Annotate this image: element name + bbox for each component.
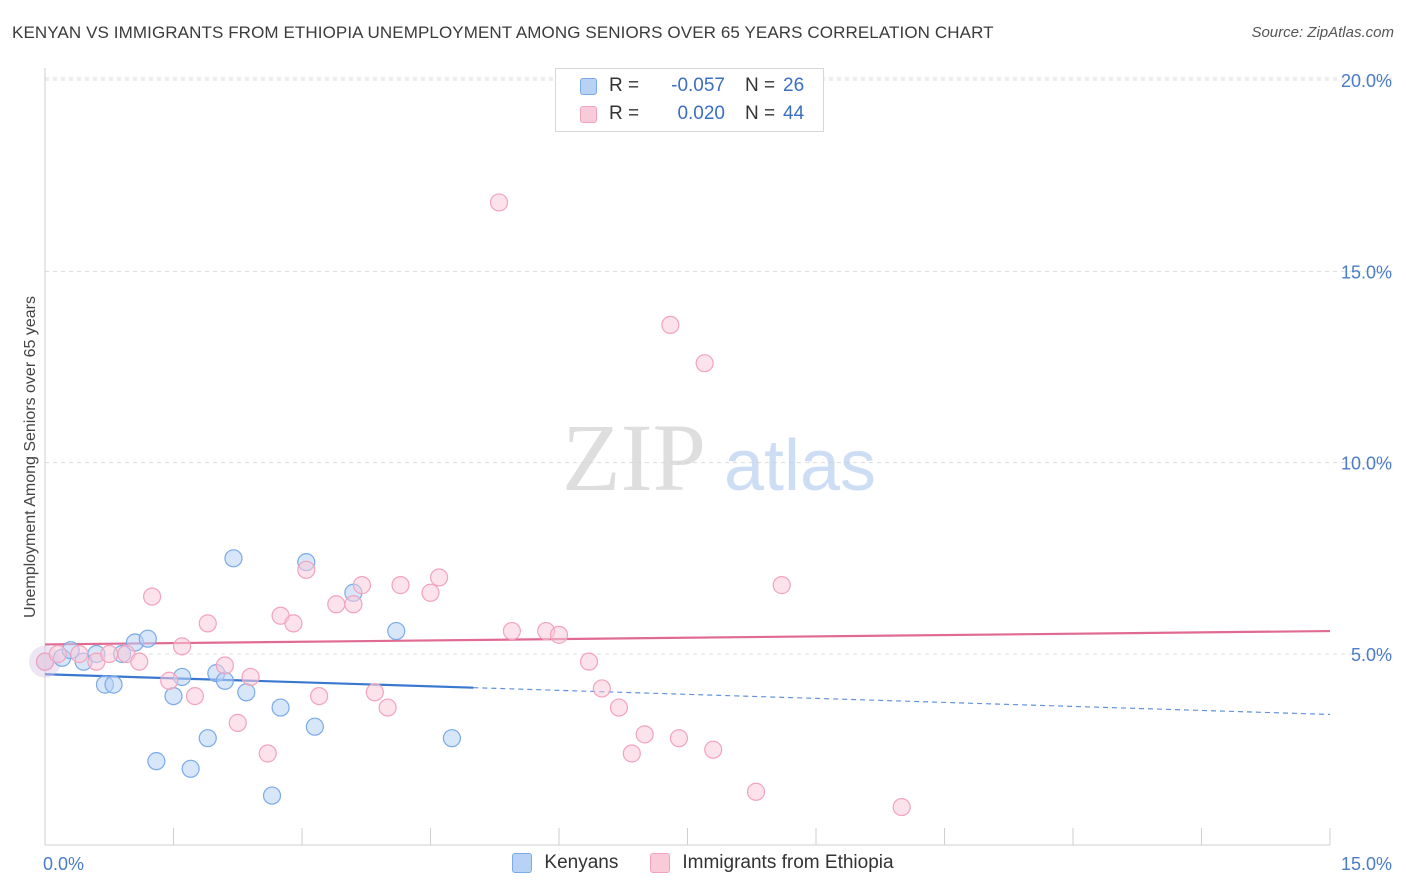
point-ethiopia: [297, 560, 316, 579]
point-ethiopia: [198, 614, 217, 633]
point-ethiopia: [609, 698, 629, 717]
data-points: [29, 193, 911, 817]
legend-swatch-ethiopia: [580, 105, 597, 123]
point-ethiopia: [365, 683, 384, 702]
legend-n-value: 44: [783, 103, 805, 124]
trend-line-kenyans-extension: [473, 687, 1331, 716]
point-ethiopia: [142, 587, 162, 606]
legend-swatch-ethiopia: [650, 853, 671, 873]
point-kenyans: [215, 671, 234, 690]
point-ethiopia: [502, 621, 521, 641]
legend-r-label: R =: [609, 75, 640, 96]
point-kenyans: [237, 683, 256, 702]
point-kenyans: [138, 629, 157, 648]
legend-label-ethiopia: Immigrants from Ethiopia: [682, 852, 894, 873]
y-tick-label: 20.0%: [1341, 71, 1392, 91]
point-kenyans: [442, 729, 462, 748]
point-ethiopia: [704, 740, 723, 759]
correlation-legend: R = -0.057 N = 26 R = 0.020 N = 44: [555, 68, 824, 132]
point-ethiopia: [258, 744, 277, 763]
point-ethiopia: [661, 315, 680, 335]
point-ethiopia: [327, 595, 346, 614]
point-kenyans: [164, 686, 183, 706]
point-ethiopia: [310, 686, 329, 706]
point-ethiopia: [160, 671, 179, 690]
legend-row-kenyans: R = -0.057 N = 26: [580, 73, 804, 99]
y-tick-label: 5.0%: [1351, 645, 1392, 665]
source-credit: Source: ZipAtlas.com: [1251, 24, 1394, 41]
point-ethiopia: [241, 667, 260, 687]
point-ethiopia: [579, 652, 599, 671]
legend-r-value: -0.057: [671, 75, 725, 96]
point-kenyans: [147, 752, 166, 771]
point-ethiopia: [772, 576, 791, 595]
y-tick-label: 15.0%: [1341, 262, 1392, 282]
x-tick-label: 0.0%: [43, 854, 84, 874]
point-ethiopia: [48, 644, 67, 664]
legend-n-value: 26: [783, 75, 805, 96]
point-ethiopia: [892, 797, 911, 817]
y-tick-label: 10.0%: [1341, 454, 1392, 474]
point-ethiopia: [378, 698, 397, 717]
legend-swatch-kenyans: [512, 853, 533, 873]
point-ethiopia: [215, 656, 234, 675]
legend-r-label: R =: [609, 103, 640, 124]
trend-line-ethiopia: [44, 629, 1331, 646]
watermark-zip: ZIP: [562, 404, 706, 511]
point-ethiopia: [695, 354, 714, 373]
point-kenyans: [104, 675, 123, 694]
point-kenyans: [262, 786, 282, 805]
legend-n-label: N =: [745, 103, 776, 124]
point-ethiopia: [592, 679, 611, 698]
point-kenyans: [305, 717, 324, 736]
legend-row-ethiopia: R = 0.020 N = 44: [580, 101, 804, 127]
point-ethiopia: [549, 625, 569, 644]
legend-n-label: N =: [745, 75, 776, 96]
legend-r-value: 0.020: [677, 103, 725, 124]
tick-labels: 5.0% 10.0% 15.0% 20.0% 0.0% 15.0%: [43, 71, 1392, 874]
point-ethiopia: [622, 744, 641, 763]
point-kenyans: [224, 549, 243, 568]
legend-label-kenyans: Kenyans: [544, 852, 619, 873]
point-kenyans: [271, 698, 290, 717]
legend-item-ethiopia: Immigrants from Ethiopia: [650, 852, 894, 874]
point-ethiopia: [489, 193, 509, 212]
watermark: ZIP atlas: [562, 404, 876, 511]
y-axis-label: Unemployment Among Seniors over 65 years: [22, 296, 39, 618]
x-tick-label: 15.0%: [1341, 854, 1392, 874]
point-ethiopia: [185, 686, 205, 706]
point-ethiopia: [228, 713, 247, 732]
point-kenyans: [387, 621, 406, 641]
chart-title: KENYAN VS IMMIGRANTS FROM ETHIOPIA UNEMP…: [12, 23, 994, 42]
point-ethiopia: [669, 729, 689, 748]
point-ethiopia: [391, 576, 410, 595]
point-kenyans: [181, 759, 200, 778]
trend-lines: [44, 629, 1331, 716]
legend-swatch-kenyans: [580, 77, 597, 95]
grid-lines: [45, 77, 1392, 655]
point-ethiopia: [100, 644, 119, 664]
point-ethiopia: [344, 595, 363, 614]
watermark-atlas: atlas: [724, 426, 876, 506]
point-ethiopia: [284, 614, 303, 633]
point-ethiopia: [421, 583, 440, 602]
point-kenyans: [198, 729, 217, 748]
point-ethiopia: [352, 576, 372, 595]
series-legend: Kenyans Immigrants from Ethiopia: [0, 852, 1406, 874]
point-ethiopia: [130, 652, 149, 671]
point-ethiopia: [746, 782, 766, 801]
point-ethiopia: [70, 644, 89, 664]
axes: [44, 68, 1331, 846]
legend-item-kenyans: Kenyans: [512, 852, 618, 874]
point-ethiopia: [429, 568, 449, 587]
point-ethiopia: [172, 637, 192, 656]
point-ethiopia: [635, 725, 654, 744]
